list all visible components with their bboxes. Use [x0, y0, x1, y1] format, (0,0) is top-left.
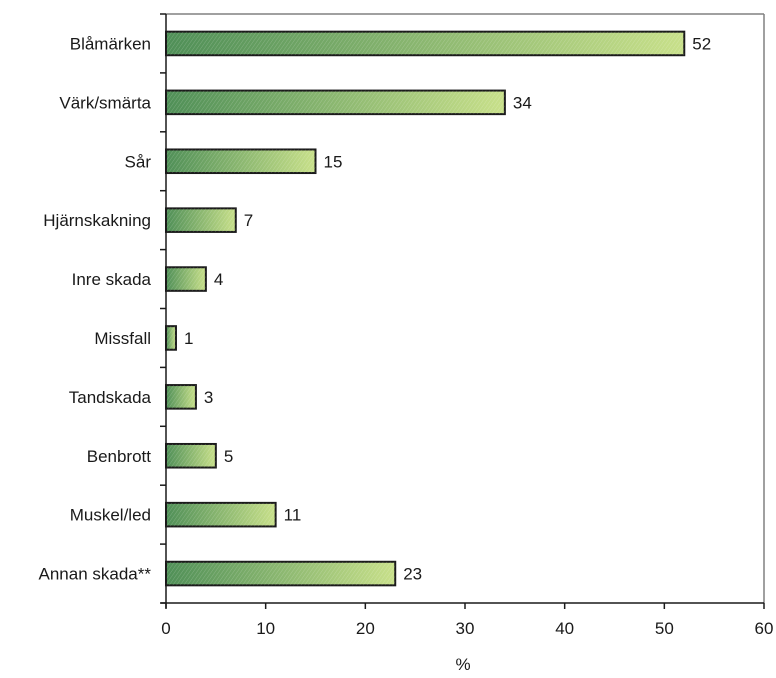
category-label: Inre skada	[72, 270, 152, 289]
value-label: 15	[324, 152, 343, 171]
bar-texture	[166, 90, 505, 115]
value-label: 34	[513, 93, 532, 112]
axes-group: 0 10 20 30 40 50 60	[160, 13, 774, 638]
category-label: Benbrott	[87, 447, 152, 466]
category-label: Tandskada	[69, 388, 152, 407]
bar-texture	[166, 326, 176, 350]
value-labels-group: 52 34 15 7 4 1 3 5 11 23	[184, 34, 711, 583]
value-label: 3	[204, 388, 213, 407]
value-label: 23	[403, 565, 422, 584]
x-tick-label: 60	[755, 619, 774, 638]
category-label: Annan skada**	[39, 565, 152, 584]
plot-frame	[166, 13, 765, 603]
x-tick-label: 10	[256, 619, 275, 638]
x-axis-title: %	[455, 655, 470, 674]
bar-texture	[166, 561, 396, 586]
category-labels-group: Blåmärken Värk/smärta Sår Hjärnskakning Inre…	[39, 34, 152, 583]
category-label: Värk/smärta	[59, 93, 151, 112]
value-label: 5	[224, 447, 233, 466]
category-label: Blåmärken	[70, 34, 151, 53]
bar-texture	[166, 208, 236, 232]
value-label: 11	[284, 506, 302, 525]
x-tick-label: 0	[161, 619, 170, 638]
value-label: 7	[244, 211, 253, 230]
category-label: Muskel/led	[70, 506, 151, 525]
value-label: 1	[184, 329, 193, 348]
x-tick-label: 40	[555, 619, 574, 638]
x-tick-label: 20	[356, 619, 375, 638]
bar-texture	[166, 385, 196, 409]
value-label: 4	[214, 270, 223, 289]
x-tick-label: 30	[456, 619, 475, 638]
x-tick-label: 50	[655, 619, 674, 638]
bar-texture	[166, 502, 276, 527]
bar-texture	[166, 149, 316, 174]
value-label: 52	[692, 34, 711, 53]
category-label: Hjärnskakning	[43, 211, 151, 230]
bar-texture	[166, 267, 206, 291]
category-label: Sår	[125, 152, 152, 171]
bar-texture	[166, 443, 216, 468]
bar-texture	[166, 31, 685, 56]
bars-group	[165, 30, 686, 587]
category-label: Missfall	[94, 329, 151, 348]
